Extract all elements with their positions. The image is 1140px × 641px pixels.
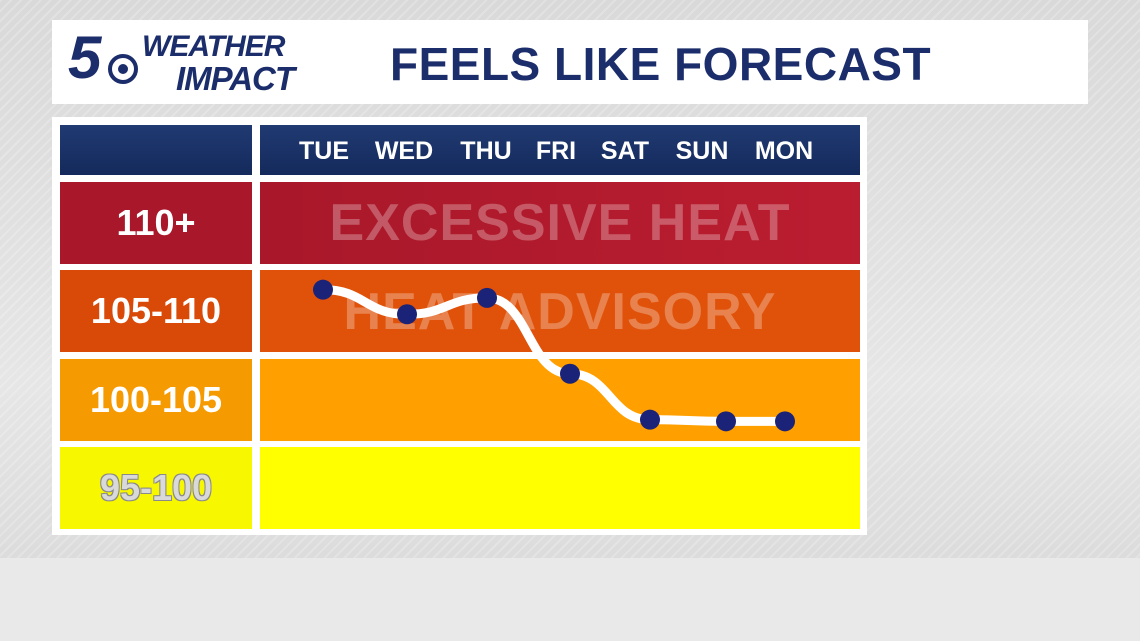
feels-like-line	[318, 285, 790, 426]
data-point-fri	[560, 363, 580, 384]
band-area-95-100	[260, 447, 860, 529]
logo-weather-text: WEATHER	[142, 30, 285, 63]
days-header-cell	[260, 125, 860, 175]
page-title: FEELS LIKE FORECAST	[390, 38, 932, 90]
band-label-100-105: 100-105	[89, 379, 223, 420]
band-label-110-plus: 110+	[116, 202, 196, 243]
logo-number: 5	[68, 24, 101, 91]
logo-impact-text: IMPACT	[176, 60, 295, 97]
corner-header-cell	[60, 125, 252, 175]
day-label-mon: MON	[754, 137, 814, 165]
day-label-sun: SUN	[675, 137, 729, 165]
day-label-fri: FRI	[535, 137, 577, 165]
background-lower-band	[0, 558, 1140, 641]
station-logo: 5 WEATHER IMPACT	[68, 28, 338, 98]
band-label-cell-100-105	[60, 359, 252, 441]
day-label-thu: THU	[460, 137, 512, 165]
band-area-heat-advisory	[260, 270, 860, 352]
network-eye-icon	[108, 54, 138, 84]
data-point-thu	[477, 287, 497, 308]
data-point-sun	[716, 411, 736, 432]
band-label-cell-110-plus	[60, 182, 252, 264]
data-point-sat	[640, 409, 660, 430]
data-point-mon	[775, 411, 795, 432]
data-point-tue	[313, 279, 333, 300]
day-label-tue: TUE	[299, 137, 349, 165]
band-label-95-100: 95-100	[99, 467, 213, 508]
title-bar	[52, 20, 1088, 104]
day-label-wed: WED	[374, 137, 434, 165]
band-name-excessive-heat: EXCESSIVE HEAT	[329, 194, 791, 252]
day-label-sat: SAT	[600, 137, 650, 165]
band-label-105-110: 105-110	[90, 290, 222, 331]
data-point-wed	[397, 304, 417, 325]
band-label-cell-105-110	[60, 270, 252, 352]
band-area-excessive-heat	[260, 182, 860, 264]
band-label-cell-95-100	[60, 447, 252, 529]
